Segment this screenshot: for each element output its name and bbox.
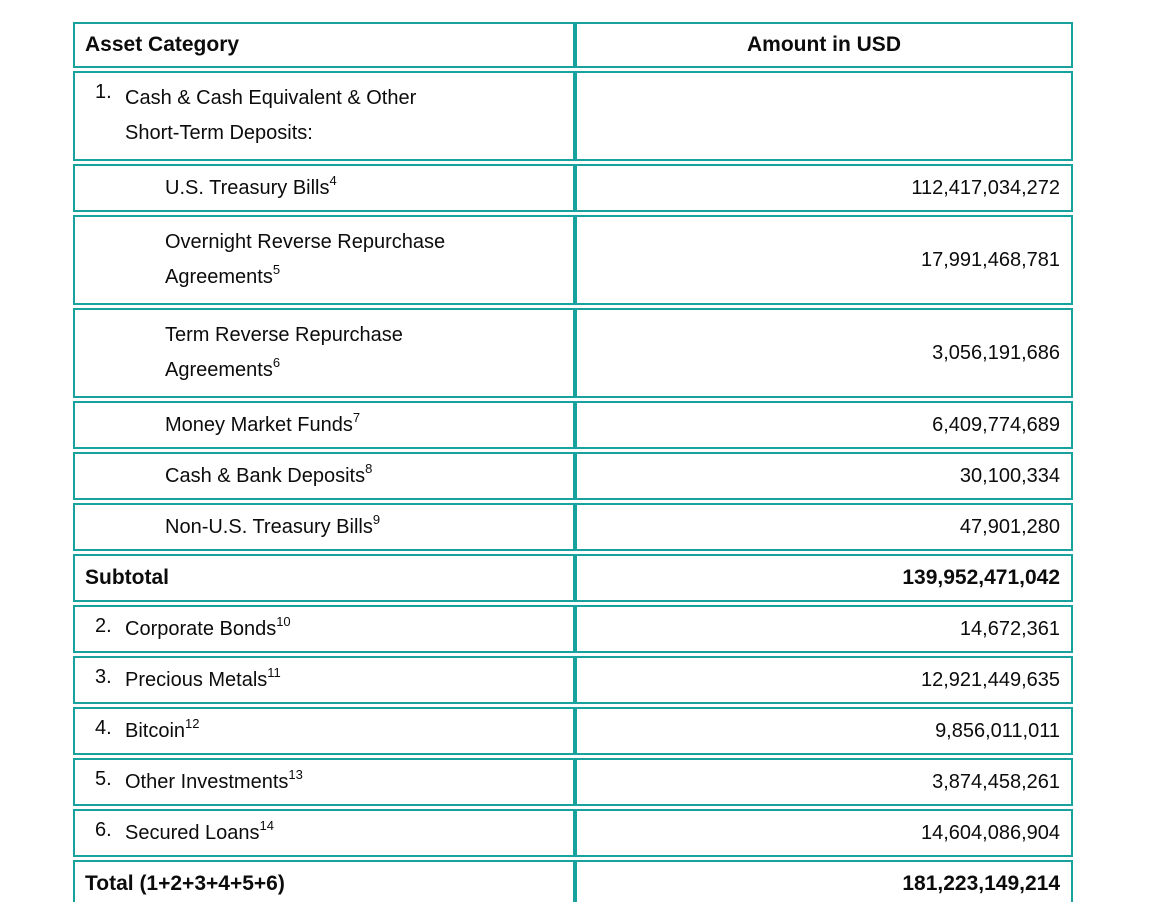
row-number: 2. <box>95 615 112 637</box>
table-row-subtotal: Subtotal 139,952,471,042 <box>73 554 1073 602</box>
table-row-sub: Money Market Funds7 6,409,774,689 <box>73 401 1073 449</box>
asset-category-label: Secured Loans14 <box>125 818 275 844</box>
amount-cell: 3,874,458,261 <box>575 758 1073 806</box>
table-row-sub: Overnight Reverse Repurchase Agreements5 1… <box>73 215 1073 305</box>
asset-category-header: Asset Category <box>73 22 575 68</box>
asset-category-cell: U.S. Treasury Bills4 <box>73 164 575 212</box>
footnote-reference: 10 <box>276 614 291 630</box>
table-row-group: 1. Cash & Cash Equivalent & Other Short-Te… <box>73 71 1073 161</box>
asset-category-cell: Non-U.S. Treasury Bills9 <box>73 503 575 551</box>
amount-cell: 181,223,149,214 <box>575 860 1073 902</box>
asset-category-cell: 1. Cash & Cash Equivalent & Other Short-Te… <box>73 71 575 161</box>
amount-cell <box>575 71 1073 161</box>
table-body: 1. Cash & Cash Equivalent & Other Short-Te… <box>73 71 1073 902</box>
asset-category-cell: 2. Corporate Bonds10 <box>73 605 575 653</box>
asset-category-label: Cash & Bank Deposits8 <box>165 461 373 487</box>
asset-category-label: Non-U.S. Treasury Bills9 <box>165 512 381 538</box>
amount-cell: 14,604,086,904 <box>575 809 1073 857</box>
asset-category-cell: 4. Bitcoin12 <box>73 707 575 755</box>
asset-category-label: Corporate Bonds10 <box>125 614 291 640</box>
amount-cell: 3,056,191,686 <box>575 308 1073 398</box>
asset-category-label: Precious Metals11 <box>125 665 281 691</box>
amount-cell: 112,417,034,272 <box>575 164 1073 212</box>
table-row-sub: U.S. Treasury Bills4 112,417,034,272 <box>73 164 1073 212</box>
footnote-reference: 12 <box>185 716 200 732</box>
table-header-row: Asset Category Amount in USD <box>73 22 1073 68</box>
asset-category-label: Bitcoin12 <box>125 716 200 742</box>
asset-category-label: Cash & Cash Equivalent & Other Short-Term… <box>125 87 417 144</box>
asset-category-label: Money Market Funds7 <box>165 410 361 436</box>
asset-category-cell: Cash & Bank Deposits8 <box>73 452 575 500</box>
asset-category-label: Term Reverse Repurchase Agreements6 <box>165 324 403 381</box>
asset-category-cell: 5. Other Investments13 <box>73 758 575 806</box>
footnote-reference: 11 <box>267 665 281 681</box>
footnote-reference: 4 <box>329 173 337 189</box>
table-row-sub: Cash & Bank Deposits8 30,100,334 <box>73 452 1073 500</box>
table-row-item: 3. Precious Metals11 12,921,449,635 <box>73 656 1073 704</box>
table-row-total: Total (1+2+3+4+5+6) 181,223,149,214 <box>73 860 1073 902</box>
row-number: 4. <box>95 717 112 739</box>
asset-category-cell: 3. Precious Metals11 <box>73 656 575 704</box>
asset-category-cell: Subtotal <box>73 554 575 602</box>
asset-category-cell: Money Market Funds7 <box>73 401 575 449</box>
row-number: 3. <box>95 666 112 688</box>
footnote-reference: 9 <box>372 512 381 528</box>
table-row-item: 5. Other Investments13 3,874,458,261 <box>73 758 1073 806</box>
row-number: 5. <box>95 768 112 790</box>
amount-cell: 12,921,449,635 <box>575 656 1073 704</box>
asset-category-label: Overnight Reverse Repurchase Agreements5 <box>165 231 446 288</box>
amount-cell: 6,409,774,689 <box>575 401 1073 449</box>
asset-category-label: U.S. Treasury Bills4 <box>165 173 337 199</box>
footnote-reference: 13 <box>288 767 303 783</box>
amount-usd-header: Amount in USD <box>575 22 1073 68</box>
row-number: 1. <box>95 81 112 103</box>
table-row-item: 6. Secured Loans14 14,604,086,904 <box>73 809 1073 857</box>
asset-category-label: Other Investments13 <box>125 767 303 793</box>
table-row-item: 2. Corporate Bonds10 14,672,361 <box>73 605 1073 653</box>
amount-cell: 139,952,471,042 <box>575 554 1073 602</box>
footnote-reference: 5 <box>272 262 281 278</box>
amount-cell: 9,856,011,011 <box>575 707 1073 755</box>
table-row-sub: Term Reverse Repurchase Agreements6 3,056,… <box>73 308 1073 398</box>
asset-category-cell: 6. Secured Loans14 <box>73 809 575 857</box>
row-number: 6. <box>95 819 112 841</box>
footnote-reference: 8 <box>365 461 373 477</box>
footnote-reference: 6 <box>272 355 281 371</box>
footnote-reference: 14 <box>259 818 275 834</box>
amount-cell: 47,901,280 <box>575 503 1073 551</box>
asset-category-label: Subtotal <box>85 566 169 589</box>
amount-cell: 17,991,468,781 <box>575 215 1073 305</box>
table-row-item: 4. Bitcoin12 9,856,011,011 <box>73 707 1073 755</box>
asset-category-cell: Total (1+2+3+4+5+6) <box>73 860 575 902</box>
table-row-sub: Non-U.S. Treasury Bills9 47,901,280 <box>73 503 1073 551</box>
assets-table: Asset Category Amount in USD 1. Cash & Ca… <box>73 19 1073 902</box>
asset-category-label: Total (1+2+3+4+5+6) <box>85 872 285 895</box>
amount-cell: 30,100,334 <box>575 452 1073 500</box>
asset-category-cell: Term Reverse Repurchase Agreements6 <box>73 308 575 398</box>
footnote-reference: 7 <box>352 410 361 426</box>
amount-cell: 14,672,361 <box>575 605 1073 653</box>
asset-category-cell: Overnight Reverse Repurchase Agreements5 <box>73 215 575 305</box>
